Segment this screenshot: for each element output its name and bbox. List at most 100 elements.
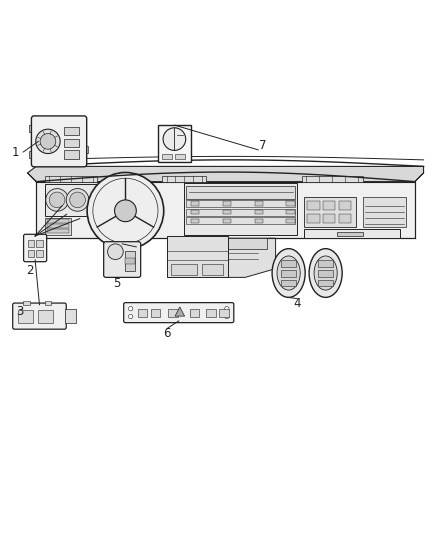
Bar	[219, 309, 229, 317]
Text: 1: 1	[11, 146, 19, 158]
Bar	[47, 229, 69, 233]
Bar	[83, 147, 88, 154]
Bar	[191, 219, 199, 223]
Circle shape	[66, 189, 89, 211]
Circle shape	[115, 200, 136, 222]
Bar	[223, 219, 231, 223]
Text: 5: 5	[113, 277, 120, 289]
Bar	[125, 251, 135, 271]
Polygon shape	[28, 166, 424, 182]
Ellipse shape	[277, 256, 300, 290]
Circle shape	[108, 244, 123, 260]
Bar	[151, 309, 160, 317]
Bar	[138, 309, 147, 317]
Text: 2: 2	[26, 264, 33, 277]
Bar	[186, 185, 295, 199]
Bar	[307, 201, 320, 210]
Bar	[45, 218, 71, 235]
Bar	[167, 236, 228, 277]
Bar	[302, 176, 363, 182]
Circle shape	[70, 192, 85, 208]
Circle shape	[36, 129, 60, 154]
Circle shape	[225, 314, 229, 319]
Circle shape	[128, 314, 133, 319]
Bar	[29, 125, 35, 132]
Bar	[191, 201, 199, 206]
Bar	[223, 201, 231, 206]
Bar	[254, 201, 263, 206]
Text: 3: 3	[17, 305, 24, 318]
Bar	[47, 219, 69, 223]
Bar	[184, 183, 297, 235]
Text: 6: 6	[163, 327, 170, 340]
Bar	[36, 240, 43, 247]
FancyBboxPatch shape	[24, 235, 47, 262]
Bar	[186, 217, 295, 224]
Bar	[339, 214, 351, 223]
FancyBboxPatch shape	[104, 241, 141, 277]
Bar	[318, 270, 333, 277]
Bar	[162, 154, 172, 158]
Bar	[158, 125, 191, 162]
Polygon shape	[36, 182, 415, 238]
Bar	[28, 240, 35, 247]
Bar	[307, 214, 320, 223]
Text: 4: 4	[293, 296, 301, 310]
Bar	[304, 229, 399, 238]
Bar	[323, 214, 335, 223]
Bar	[175, 154, 185, 158]
Bar	[201, 264, 223, 275]
Bar	[318, 279, 333, 286]
Bar	[38, 310, 53, 323]
Ellipse shape	[314, 256, 337, 290]
Bar	[318, 261, 333, 267]
Bar	[47, 224, 69, 228]
Ellipse shape	[272, 249, 305, 297]
Bar	[186, 208, 295, 215]
FancyBboxPatch shape	[124, 303, 234, 322]
Bar	[254, 210, 263, 214]
Circle shape	[49, 192, 65, 208]
Bar	[286, 219, 295, 223]
Bar	[45, 176, 97, 182]
Bar	[336, 232, 363, 237]
Bar	[190, 309, 199, 317]
Bar	[64, 139, 79, 147]
Bar	[23, 301, 30, 305]
Bar	[162, 176, 206, 182]
Bar	[186, 200, 295, 207]
Bar	[281, 270, 297, 277]
Bar	[281, 261, 297, 267]
Bar	[45, 301, 51, 305]
Bar	[18, 310, 33, 323]
Bar	[191, 210, 199, 214]
Circle shape	[128, 306, 133, 311]
Bar	[28, 250, 35, 257]
Bar	[286, 201, 295, 206]
Bar	[64, 150, 79, 159]
Circle shape	[87, 173, 164, 249]
Bar	[323, 201, 335, 210]
Bar	[223, 210, 231, 214]
Bar	[363, 197, 406, 228]
Bar	[339, 201, 351, 210]
Bar	[168, 309, 178, 317]
Bar	[45, 184, 117, 215]
Bar	[171, 264, 197, 275]
Polygon shape	[176, 238, 276, 277]
Polygon shape	[175, 307, 185, 316]
Bar	[125, 258, 135, 264]
Bar	[65, 309, 76, 323]
Bar	[281, 279, 297, 286]
Bar	[206, 309, 215, 317]
Text: 7: 7	[259, 139, 266, 152]
Bar	[29, 151, 35, 158]
Bar	[286, 210, 295, 214]
Bar	[64, 127, 79, 135]
Bar	[254, 219, 263, 223]
Circle shape	[46, 189, 68, 211]
Bar	[36, 250, 43, 257]
FancyBboxPatch shape	[32, 116, 87, 167]
Bar	[304, 197, 356, 228]
Circle shape	[225, 306, 229, 311]
